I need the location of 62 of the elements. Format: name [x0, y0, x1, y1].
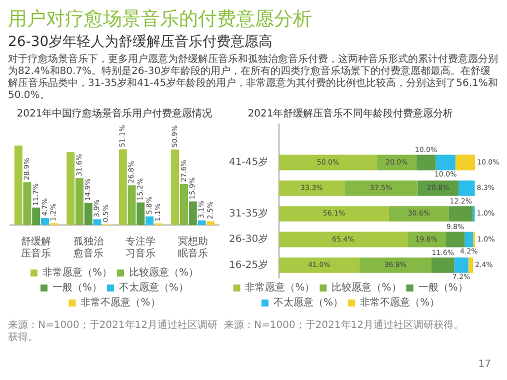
bar	[464, 232, 474, 248]
legend-label: 非常愿意（%）	[245, 282, 315, 294]
bar	[432, 257, 454, 273]
y-tick-label: 31-35岁	[228, 207, 268, 220]
legend-label: 比较愿意（%）	[129, 266, 199, 279]
bar	[75, 178, 84, 225]
bar	[344, 180, 418, 196]
chart-title: 2021年舒缓解压音乐不同年龄段付费意愿分析	[248, 108, 454, 120]
x-tick-label: 专注学习音乐	[126, 236, 156, 260]
bar	[118, 149, 127, 225]
y-tick-label: 16-25岁	[228, 258, 268, 271]
bar	[188, 201, 197, 225]
bar	[436, 154, 456, 170]
bar	[279, 257, 360, 273]
bar	[359, 257, 432, 273]
bar	[136, 202, 145, 225]
chart-title: 2021年中国疗愈场景音乐用户付费意愿情况	[16, 108, 212, 120]
bar	[146, 216, 154, 225]
bar	[198, 220, 206, 225]
bar	[206, 221, 215, 225]
legend-label: 一般（%）	[418, 282, 468, 294]
bar	[14, 146, 22, 225]
bar	[84, 202, 92, 225]
x-tick-label: 孤独治愈音乐	[72, 236, 104, 260]
y-tick-label: 41-45岁	[228, 156, 268, 168]
bar	[180, 184, 188, 225]
bar	[455, 154, 475, 170]
bar	[458, 180, 475, 196]
bar	[468, 257, 474, 273]
text: 26-30岁年轻人为舒缓解压音乐付费意愿高	[8, 33, 274, 51]
x-tick-label: 舒缓解压音乐	[21, 236, 52, 260]
bar	[279, 206, 389, 222]
text: 17	[478, 359, 491, 370]
bar	[23, 182, 32, 225]
bar	[279, 180, 344, 196]
x-tick-label: 冥想助眠音乐	[178, 236, 208, 260]
bar	[279, 232, 408, 248]
bar	[66, 152, 75, 225]
bar	[454, 257, 468, 273]
legend-label: 非常不愿意（%）	[360, 296, 440, 309]
bar	[32, 208, 40, 225]
bar	[446, 232, 465, 248]
bar	[171, 150, 180, 225]
bar	[41, 218, 50, 225]
text: 用户对疗愈场景音乐的付费意愿分析	[8, 8, 313, 31]
text: 对于疗愈场景音乐下，更多用户愿意为舒缓解压音乐和孤独治愈音乐付费，这两种音乐形式的累计付费意愿分别为82.4%和80.7%。特别是26-30岁年龄段的用户，在所有的四类疗愈音乐场景下的付费意愿都最高。在舒缓解压音乐品类中，31-35岁和41-45岁年龄段的用户，非常愿意为其付费的比例也比较高，分别达到了56.1%和50.0%。	[8, 54, 499, 102]
bar	[418, 180, 459, 196]
bar	[279, 154, 378, 170]
legend-label: 非常不愿意（%）	[80, 296, 160, 309]
legend-label: 不太愿意（%）	[119, 282, 189, 294]
bar	[93, 219, 102, 225]
bar	[448, 206, 473, 222]
y-tick-label: 26-30岁	[228, 233, 268, 246]
source-note: 来源：N=1000；于2021年12月通过社区调研获得。	[8, 320, 218, 344]
legend-label: 非常愿意（%）	[42, 266, 112, 279]
legend-label: 不太愿意（%）	[274, 296, 344, 309]
bar	[388, 206, 449, 222]
legend-label: 比较愿意（%）	[332, 282, 402, 294]
bar	[416, 154, 436, 170]
bar	[128, 185, 136, 225]
source-note: 来源：N=1000；于2021年12月通过社区调研获得。	[224, 320, 464, 332]
legend-label: 一般（%）	[52, 282, 102, 294]
